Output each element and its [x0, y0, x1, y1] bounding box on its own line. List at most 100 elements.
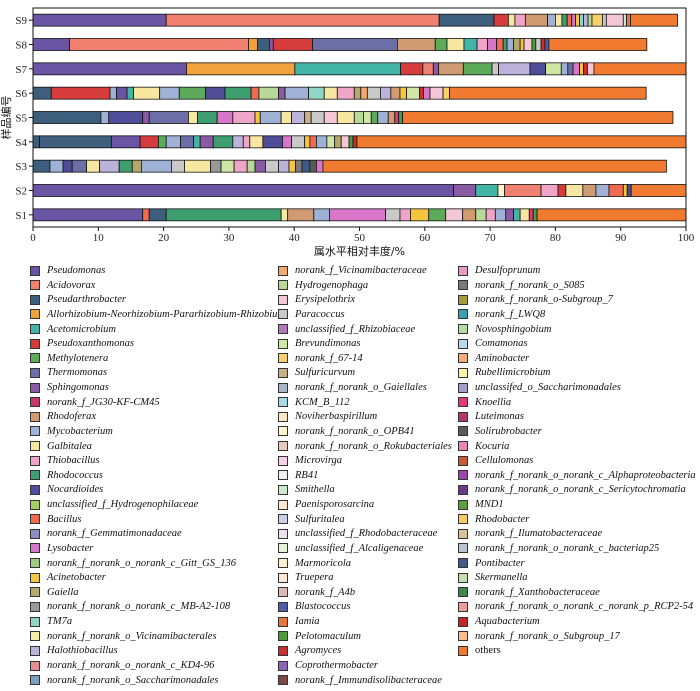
- bar-segment: S4 Mycobacterium 1.6: [315, 135, 328, 149]
- legend-label: Cellulomonas: [475, 455, 534, 467]
- legend-label: norank_f_norank_o_Subgroup_17: [475, 630, 620, 642]
- legend-label: norank_f_67-14: [295, 352, 363, 364]
- legend-swatch: [278, 660, 288, 671]
- legend-item: Desulfoprunum: [458, 264, 540, 277]
- legend-item: Marmoricola: [278, 557, 351, 570]
- legend-item: Coprothermobacter: [278, 659, 378, 672]
- legend-label: norank_f_norank_o_norank_c_Alphaproteoba…: [475, 469, 696, 481]
- legend-label: norank_f_norank_o_norank_c_Gitt_GS_136: [47, 557, 236, 569]
- bar-segment: S7 Brevundimonas 2.4: [545, 62, 562, 76]
- bar-segment: S4 Mycobacterium 2.2: [165, 135, 181, 149]
- legend-item: Mycobacterium: [30, 425, 113, 438]
- legend-swatch: [278, 543, 288, 554]
- bar-segment: S8 Allorhizobium-Neorhizobium-Pararhizob…: [248, 38, 259, 51]
- bar-segment: S9 Erysipelothrix 2.6: [605, 13, 624, 27]
- legend-label: norank_f_norank_o_norank_c_KD4-96: [47, 660, 215, 671]
- legend-label: Pseudoxanthomonas: [47, 338, 134, 350]
- legend-label: Pontibacter: [475, 557, 525, 569]
- legend-label: Galbitalea: [47, 440, 92, 452]
- bar-segment: S9 Galbitalea 1: [507, 13, 516, 27]
- bar-s9: S9 Pseudomonas 20.4S9 Acidovorax 41.8S9 …: [32, 13, 678, 27]
- bar-segment: S5 Sphingomonas 1: [142, 111, 150, 124]
- legend-swatch: [278, 484, 288, 495]
- legend-swatch: [30, 426, 40, 437]
- legend-item: Pseudarthrobacter: [30, 293, 126, 306]
- bar-segment: S2 Mycobacterium 2: [595, 184, 610, 197]
- bar-segment: S2 Acinetobacter 0.6: [622, 184, 628, 197]
- x-tick-label: 0: [30, 232, 36, 244]
- legend-swatch: [30, 441, 40, 452]
- legend-item: norank_f_norank_o_norank_c_Sericytochrom…: [458, 483, 686, 496]
- legend-label: Acidovorax: [47, 279, 96, 291]
- bar-segment: S9 TM7a 0.6: [579, 13, 584, 27]
- bar-segment: S2 norank_f_norank_o_OPB41 1: [497, 184, 505, 197]
- legend-label: Bacillus: [47, 513, 82, 525]
- legend-item: Truepera: [278, 571, 334, 584]
- bar-segment: S3 Sphingomonas 1.6: [254, 159, 266, 173]
- legend-label: Desulfoprunum: [475, 265, 541, 276]
- bar-segment: S5 Lysobacter 2.4: [216, 111, 234, 124]
- legend-swatch: [278, 616, 288, 627]
- legend-label: Acetomicrobium: [47, 323, 117, 335]
- bar-segment: S6 Galbitalea 4: [133, 86, 161, 100]
- bar-segment: S4 Acinetobacter 0.8: [304, 135, 311, 149]
- bar-segment: S3 others 52.6: [322, 159, 667, 173]
- legend-item: Pontibacter: [458, 557, 525, 570]
- bar-segment: S1 Pelotomaculum 0.6: [532, 208, 538, 222]
- legend-label: Truepera: [295, 572, 334, 584]
- bar-segment: S4 Rhodococcus 3: [212, 135, 234, 149]
- bar-s6: S6 Pseudarthrobacter 2.8S6 Pseudoxanthom…: [32, 86, 647, 100]
- bar-segment: S8 Pelotomaculum 0.6: [531, 38, 537, 51]
- legend-item: RB41: [278, 469, 318, 482]
- legend-item: norank_f_norank_o_Gaiellales: [278, 381, 427, 394]
- bar-segment: S6 Lysobacter 1: [423, 86, 431, 100]
- bar-segment: S5 Thermomonas 6: [148, 111, 189, 124]
- bar-segment: S1 Mycobacterium 1.6: [494, 208, 507, 222]
- legend-label: Methylotenera: [47, 352, 109, 364]
- legend-item: Brevundimonas: [278, 337, 361, 350]
- legend-label: norank_f_Immundisolibacteraceae: [295, 674, 442, 686]
- bar-segment: S6 Agromyces 0.6: [419, 86, 424, 100]
- bar-segment: S2 Pseudoxanthomonas 1.2: [557, 184, 567, 197]
- legend-label: Lysobacter: [47, 542, 94, 554]
- bar-segment: S8 Methylotenera 1.8: [434, 38, 448, 51]
- y-tick-label: S9: [15, 15, 27, 27]
- legend-swatch: [30, 572, 40, 583]
- legend-label: Comamonas: [475, 338, 528, 350]
- legend-swatch: [458, 528, 468, 539]
- legend-label: norank_f_norank_o_Saccharimonadales: [47, 674, 219, 686]
- bar-segment: S2 others 8.4: [630, 184, 687, 197]
- bar-s5: S5 Pseudarthrobacter 10.4S5 Mycobacteriu…: [32, 111, 674, 124]
- legend-label: unclassified_f_Alcaligenaceae: [295, 542, 424, 554]
- legend-item: Methylotenera: [30, 352, 108, 365]
- legend-swatch: [278, 382, 288, 393]
- legend-item: norank_f_67-14: [278, 352, 363, 365]
- bar-s4: S4 Pseudarthrobacter 1S4 Pseudarthrobact…: [32, 135, 687, 149]
- legend-item: unclassified_f_Hydrogenophilaceae: [30, 498, 198, 511]
- legend-swatch: [278, 645, 288, 656]
- legend-swatch: [278, 338, 288, 349]
- legend-swatch: [278, 572, 288, 583]
- legend-label: Halothiobacillus: [47, 645, 118, 657]
- legend-label: norank_f_JG30-KF-CM45: [47, 396, 160, 408]
- legend-item: Gaiella: [30, 586, 79, 599]
- bar-segment: S8 Thiobacillus 1.6: [476, 38, 488, 51]
- bar-segment: S5 Acinetobacter 0.8: [254, 111, 261, 124]
- bar-segment: S3 Lysobacter 1: [315, 159, 324, 173]
- bar-segment: S3 norank_f_norank_o_norank_c_MB-A2-108 …: [210, 159, 222, 173]
- legend-swatch: [458, 543, 468, 554]
- legend-swatch: [458, 484, 468, 495]
- legend-label: Rhodoferax: [47, 411, 96, 423]
- bar-segment: S4 Nocardioides 3: [262, 135, 283, 149]
- legend-item: Pelotomaculum: [278, 630, 361, 643]
- legend-item: Halothiobacillus: [30, 644, 118, 657]
- legend-item: Paracoccus: [278, 308, 345, 321]
- bar-segment: S8 Acidovorax 27.4: [69, 38, 249, 51]
- bar-segment: S1 Rhodococcus 17.6: [165, 208, 282, 222]
- bar-segment: S6 Mycobacterium 3: [159, 86, 180, 100]
- legend-swatch: [30, 411, 40, 422]
- x-axis-title: 属水平相对丰度/%: [314, 244, 405, 258]
- bar-segment: S8 Rhodoferax 5.8: [396, 38, 436, 51]
- bar-segment: S5 Knoellia 0.6: [394, 111, 400, 124]
- legend-label: norank_f_norank_o_norank_c_norank_p_RCP2…: [475, 601, 694, 613]
